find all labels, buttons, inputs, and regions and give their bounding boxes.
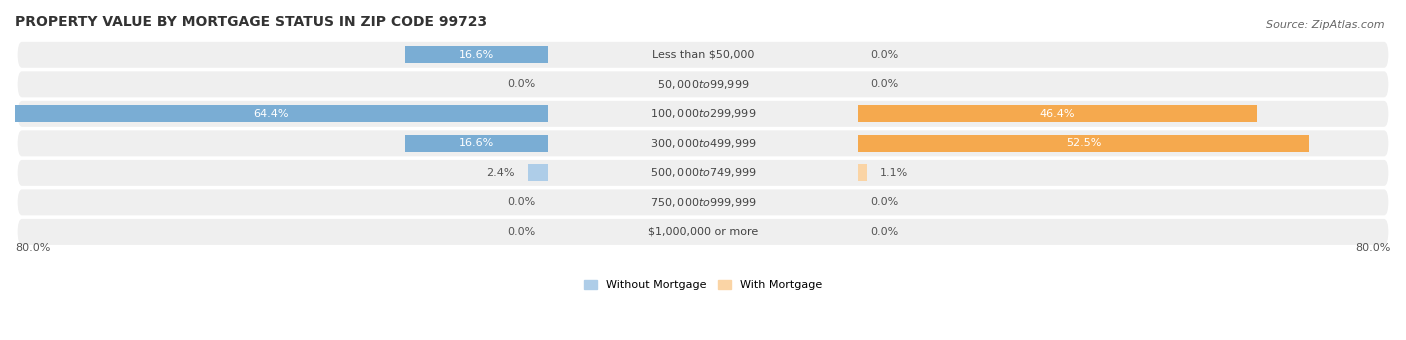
FancyBboxPatch shape [18, 189, 1388, 215]
FancyBboxPatch shape [18, 71, 1388, 97]
Text: $500,000 to $749,999: $500,000 to $749,999 [650, 166, 756, 180]
Text: PROPERTY VALUE BY MORTGAGE STATUS IN ZIP CODE 99723: PROPERTY VALUE BY MORTGAGE STATUS IN ZIP… [15, 15, 486, 29]
Bar [405, 135, 548, 152]
Text: 52.5%: 52.5% [1066, 138, 1101, 148]
Text: 80.0%: 80.0% [15, 243, 51, 253]
Text: $100,000 to $299,999: $100,000 to $299,999 [650, 107, 756, 120]
Text: 46.4%: 46.4% [1039, 109, 1076, 119]
Text: 0.0%: 0.0% [508, 227, 536, 237]
Text: $750,000 to $999,999: $750,000 to $999,999 [650, 196, 756, 209]
Text: 80.0%: 80.0% [1355, 243, 1391, 253]
Bar [858, 135, 1309, 152]
Bar [858, 164, 868, 182]
Text: 16.6%: 16.6% [460, 138, 495, 148]
Legend: Without Mortgage, With Mortgage: Without Mortgage, With Mortgage [579, 275, 827, 294]
Text: $1,000,000 or more: $1,000,000 or more [648, 227, 758, 237]
Text: 0.0%: 0.0% [870, 198, 898, 207]
Bar [858, 105, 1257, 122]
Text: Source: ZipAtlas.com: Source: ZipAtlas.com [1267, 20, 1385, 30]
Bar [0, 105, 548, 122]
FancyBboxPatch shape [18, 101, 1388, 127]
Text: 2.4%: 2.4% [486, 168, 515, 178]
Text: 16.6%: 16.6% [460, 50, 495, 60]
Text: 0.0%: 0.0% [870, 50, 898, 60]
FancyBboxPatch shape [18, 130, 1388, 156]
Bar [405, 46, 548, 63]
Text: 0.0%: 0.0% [870, 227, 898, 237]
Text: 0.0%: 0.0% [508, 198, 536, 207]
Text: Less than $50,000: Less than $50,000 [652, 50, 754, 60]
FancyBboxPatch shape [18, 42, 1388, 68]
Bar [527, 164, 548, 182]
Text: 1.1%: 1.1% [880, 168, 908, 178]
Text: 64.4%: 64.4% [253, 109, 290, 119]
FancyBboxPatch shape [18, 219, 1388, 245]
Text: $50,000 to $99,999: $50,000 to $99,999 [657, 78, 749, 91]
Text: 0.0%: 0.0% [870, 79, 898, 89]
FancyBboxPatch shape [18, 160, 1388, 186]
Text: $300,000 to $499,999: $300,000 to $499,999 [650, 137, 756, 150]
Text: 0.0%: 0.0% [508, 79, 536, 89]
